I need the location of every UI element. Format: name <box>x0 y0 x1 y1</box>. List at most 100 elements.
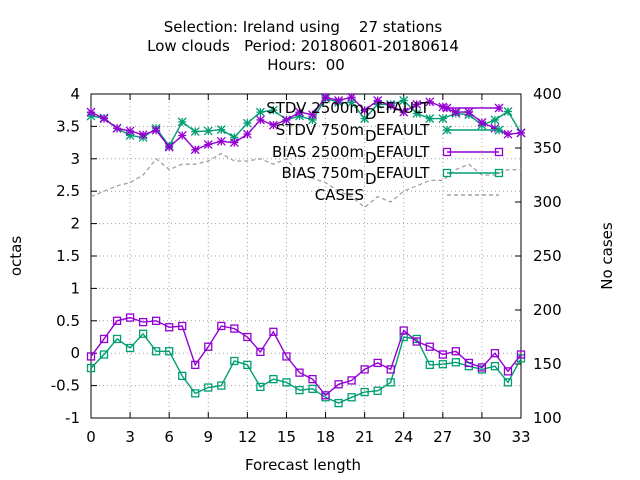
series-2 <box>86 313 526 400</box>
chart-title-line-3: Hours: 00 <box>267 56 345 74</box>
data-point <box>451 107 461 117</box>
data-point <box>464 107 474 117</box>
legend-label: BIAS 750m <box>281 164 364 182</box>
data-point <box>99 350 109 359</box>
data-point <box>494 103 504 113</box>
data-point <box>112 334 122 344</box>
data-point <box>216 136 226 146</box>
data-point <box>255 107 265 117</box>
data-point <box>165 323 174 332</box>
y-tick-label: 0.5 <box>56 312 80 330</box>
data-point <box>295 368 304 377</box>
data-point <box>321 391 330 400</box>
data-point <box>373 358 382 368</box>
data-point <box>451 358 460 367</box>
data-point <box>165 347 174 356</box>
data-point <box>412 108 422 118</box>
x-axis: 0 3 6 9 12 15 18 21 24 27 30 33 <box>86 94 531 446</box>
data-point <box>477 363 487 372</box>
data-point <box>138 130 148 140</box>
legend-label-suffix: EFAULT <box>376 164 430 182</box>
y-tick-label: 1.5 <box>56 247 80 265</box>
data-point <box>438 360 447 369</box>
data-point <box>334 380 343 389</box>
data-point <box>295 385 304 395</box>
data-point <box>386 365 395 374</box>
data-point <box>334 398 343 408</box>
x-tick-label: 30 <box>472 428 491 446</box>
data-point <box>308 374 317 384</box>
data-point <box>347 393 356 402</box>
data-point <box>268 120 278 130</box>
data-point <box>216 125 226 135</box>
series-4 <box>90 152 521 209</box>
legend-label: BIAS 2500m <box>272 143 364 161</box>
series-line <box>90 316 522 397</box>
legend-label-subscript: D <box>365 170 377 188</box>
data-point <box>490 362 500 371</box>
data-point <box>451 347 460 356</box>
data-point <box>425 97 435 107</box>
data-point <box>112 123 122 133</box>
data-point <box>243 332 252 342</box>
legend-entry: BIAS 750m D EFAULT <box>281 164 504 188</box>
data-point <box>399 326 408 335</box>
legend-label-suffix: EFAULT <box>376 143 430 161</box>
data-point <box>360 365 369 374</box>
data-point <box>438 350 447 359</box>
y-tick-label: -1 <box>65 409 80 427</box>
data-point <box>164 142 174 152</box>
y-tick-label: 2 <box>70 215 80 233</box>
legend-label-suffix: EFAULT <box>376 121 430 139</box>
data-point <box>191 389 200 398</box>
chart-title-line-2: Low clouds Period: 20180601-20180614 <box>147 37 459 55</box>
x-tick-label: 3 <box>125 428 135 446</box>
data-point <box>516 350 526 359</box>
y-tick-label: 3 <box>70 150 80 168</box>
data-point <box>360 105 370 115</box>
data-point <box>204 342 213 351</box>
data-point <box>138 317 148 327</box>
data-point <box>217 381 226 390</box>
y-tick-label: 2.5 <box>56 182 80 200</box>
data-point <box>86 363 96 373</box>
data-point <box>269 327 278 336</box>
data-point <box>438 114 448 124</box>
data-point <box>503 129 513 139</box>
data-point <box>425 360 434 370</box>
data-point <box>412 99 422 109</box>
data-point <box>442 125 452 135</box>
data-point <box>503 107 513 116</box>
data-point <box>281 115 291 125</box>
data-point <box>347 92 357 102</box>
legend-entry: STDV 750m D EFAULT <box>276 121 504 145</box>
series-3 <box>86 329 526 408</box>
data-point <box>256 347 265 357</box>
y-tick-label: 4 <box>70 85 80 103</box>
data-point <box>282 352 291 361</box>
y-axis-right: 100 150 200 250 300 350 400 <box>515 85 562 427</box>
data-point <box>373 386 382 395</box>
data-point <box>191 360 200 370</box>
y-tick-label: 0 <box>70 344 80 362</box>
chart-title-line-1: Selection: Ireland using 27 stations <box>164 18 443 36</box>
data-point <box>347 376 356 385</box>
y2-tick-label: 250 <box>533 247 562 265</box>
data-point <box>242 129 252 139</box>
y2-tick-label: 100 <box>533 409 562 427</box>
y2-tick-label: 200 <box>533 301 562 319</box>
data-point <box>442 103 452 113</box>
data-point <box>203 140 213 150</box>
data-point <box>503 367 513 376</box>
data-point <box>125 126 135 136</box>
x-tick-label: 24 <box>394 428 413 446</box>
y-tick-label: -0.5 <box>51 377 80 395</box>
data-point <box>503 378 513 387</box>
data-point <box>230 324 239 333</box>
legend-entry: BIAS 2500m D EFAULT <box>272 143 504 167</box>
legend-label-subscript: D <box>365 149 377 167</box>
x-tick-label: 27 <box>433 428 452 446</box>
data-point <box>125 343 135 353</box>
data-point <box>99 114 109 124</box>
